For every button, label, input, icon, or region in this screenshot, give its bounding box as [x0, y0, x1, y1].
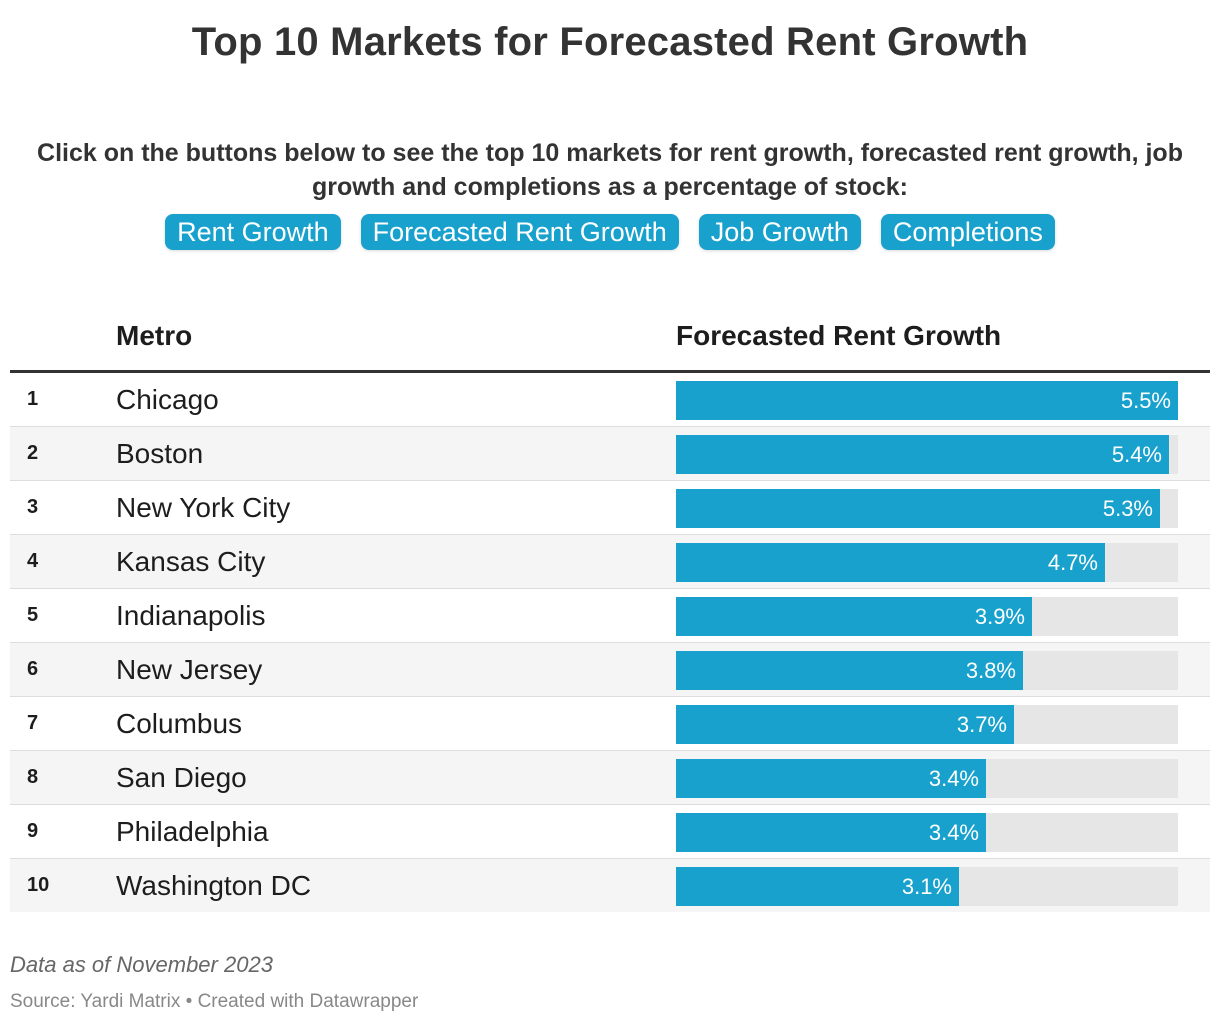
- value-bar: 5.3%: [676, 489, 1160, 528]
- value-bar: 3.4%: [676, 813, 986, 852]
- completions-button[interactable]: Completions: [880, 214, 1055, 250]
- metro-cell: New York City: [116, 492, 291, 523]
- bar-track: 3.9%: [676, 597, 1178, 636]
- table-header: Metro Forecasted Rent Growth: [10, 300, 1210, 373]
- bar-value-label: 3.4%: [928, 766, 979, 791]
- rank-cell: 5: [27, 604, 39, 626]
- bar-track: 5.3%: [676, 489, 1178, 528]
- bar-value-label: 3.1%: [901, 874, 952, 899]
- bar-value-label: 5.3%: [1102, 496, 1153, 521]
- metro-cell: Boston: [116, 438, 204, 469]
- rank-cell: 2: [27, 442, 39, 464]
- rank-cell: 3: [27, 496, 39, 518]
- forecasted-rent-growth-button[interactable]: Forecasted Rent Growth: [360, 214, 679, 250]
- rank-cell: 6: [27, 658, 39, 680]
- ranking-table: Metro Forecasted Rent Growth 1 Chicago 5.5…: [10, 300, 1210, 912]
- table-row: 1 Chicago 5.5%: [10, 373, 1210, 427]
- bar-value-label: 4.7%: [1047, 550, 1098, 575]
- bar-value-label: 3.9%: [974, 604, 1025, 629]
- data-note: Data as of November 2023: [10, 952, 273, 977]
- table-row: 6 New Jersey 3.8%: [10, 643, 1210, 697]
- value-bar: 3.4%: [676, 759, 986, 798]
- rank-cell: 7: [27, 712, 39, 734]
- table-row: 9 Philadelphia 3.4%: [10, 805, 1210, 859]
- bar-track: 3.1%: [676, 867, 1178, 906]
- table-row: 4 Kansas City 4.7%: [10, 535, 1210, 589]
- metro-cell: San Diego: [116, 762, 247, 793]
- value-bar: 4.7%: [676, 543, 1105, 582]
- bar-track: 5.5%: [676, 381, 1178, 420]
- bar-value-label: 3.4%: [928, 820, 979, 845]
- metro-column-header: Metro: [116, 320, 193, 351]
- table-row: 10 Washington DC 3.1%: [10, 859, 1210, 912]
- rent-growth-button[interactable]: Rent Growth: [165, 214, 341, 250]
- value-bar: 5.4%: [676, 435, 1169, 474]
- metro-cell: Chicago: [116, 384, 219, 415]
- value-column-header: Forecasted Rent Growth: [676, 320, 1002, 351]
- metro-cell: Indianapolis: [116, 600, 266, 631]
- bar-track: 3.4%: [676, 759, 1178, 798]
- value-bar: 3.9%: [676, 597, 1032, 636]
- bar-track: 3.7%: [676, 705, 1178, 744]
- intro-text: Click on the buttons below to see the to…: [37, 139, 1183, 201]
- table-row: 2 Boston 5.4%: [10, 427, 1210, 481]
- metro-cell: Philadelphia: [116, 816, 269, 847]
- bar-track: 3.4%: [676, 813, 1178, 852]
- job-growth-button[interactable]: Job Growth: [698, 214, 861, 250]
- value-bar: 3.8%: [676, 651, 1023, 690]
- metro-cell: Columbus: [116, 708, 243, 739]
- value-bar: 5.5%: [676, 381, 1178, 420]
- rank-cell: 8: [27, 766, 39, 788]
- rank-cell: 10: [27, 874, 50, 896]
- rank-cell: 1: [27, 388, 39, 410]
- bar-value-label: 5.4%: [1111, 442, 1162, 467]
- table-row: 3 New York City 5.3%: [10, 481, 1210, 535]
- metro-cell: Washington DC: [116, 870, 312, 901]
- bar-value-label: 5.5%: [1120, 388, 1171, 413]
- bar-value-label: 3.8%: [965, 658, 1016, 683]
- rank-cell: 4: [27, 550, 39, 572]
- chart-title: Top 10 Markets for Forecasted Rent Growt…: [191, 20, 1029, 64]
- value-bar: 3.7%: [676, 705, 1014, 744]
- value-bar: 3.1%: [676, 867, 959, 906]
- metro-cell: Kansas City: [116, 546, 266, 577]
- table-row: 5 Indianapolis 3.9%: [10, 589, 1210, 643]
- bar-track: 5.4%: [676, 435, 1178, 474]
- table-row: 7 Columbus 3.7%: [10, 697, 1210, 751]
- table-row: 8 San Diego 3.4%: [10, 751, 1210, 805]
- bar-track: 4.7%: [676, 543, 1178, 582]
- bar-value-label: 3.7%: [956, 712, 1007, 737]
- source-credit: Source: Yardi Matrix • Created with Data…: [10, 991, 419, 1012]
- table-body: 1 Chicago 5.5% 2 Boston 5.4% 3 New York City 5.3…: [10, 373, 1210, 912]
- rank-cell: 9: [27, 820, 39, 842]
- metric-button-group: Rent Growth Forecasted Rent Growth Job G…: [0, 214, 1220, 250]
- metro-cell: New Jersey: [116, 654, 263, 685]
- bar-track: 3.8%: [676, 651, 1178, 690]
